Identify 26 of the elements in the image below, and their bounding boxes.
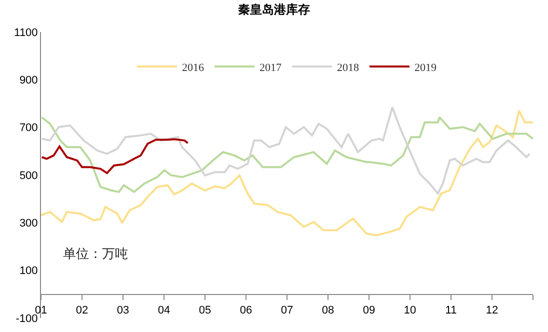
x-tick-label: 08 [322, 304, 334, 316]
x-tick-label: 04 [158, 304, 170, 316]
x-tick-label: 06 [240, 304, 252, 316]
x-tick-label: 12 [486, 304, 498, 316]
y-tick-label: 100 [19, 265, 38, 278]
x-tick-label: 03 [116, 304, 130, 316]
legend-label: 2016 [182, 62, 204, 74]
x-tick-label: 02 [76, 304, 88, 316]
x-tick-label: 10 [404, 304, 416, 316]
x-tick-label: 05 [198, 304, 212, 316]
chart-title: 秦皇岛港库存 [238, 2, 310, 16]
line-series [41, 138, 189, 174]
legend-label: 2018 [337, 62, 360, 74]
legend-label: 2017 [260, 62, 282, 74]
x-tick-label: 09 [362, 304, 376, 316]
y-tick-label: -100 [16, 312, 38, 325]
y-tick-label: 700 [19, 122, 38, 134]
x-tick-label: 11 [445, 304, 457, 316]
y-tick-label: 500 [19, 170, 38, 182]
line-series [41, 110, 533, 236]
x-tick-label: 07 [280, 304, 294, 316]
y-tick-label: 300 [19, 218, 38, 230]
annotation: 单位：万吨 [63, 247, 128, 262]
y-tick-label: 900 [19, 74, 38, 87]
y-tick-label: 1100 [14, 26, 38, 39]
legend-label: 2019 [414, 62, 437, 74]
